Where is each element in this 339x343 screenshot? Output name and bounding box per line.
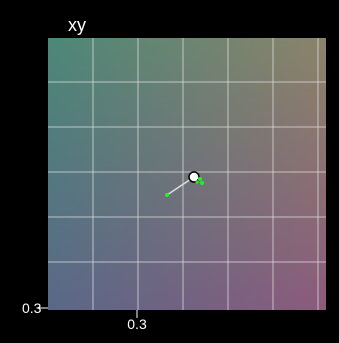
x-axis-label: 0.3 [127, 316, 147, 332]
sample-point [200, 181, 204, 185]
target-point[interactable] [188, 171, 200, 183]
source-point [165, 193, 169, 197]
panel-title: xy [68, 15, 86, 35]
plot-area-shade [48, 38, 326, 310]
sample-point [195, 180, 199, 184]
grid [48, 38, 326, 310]
y-axis-label: 0.3 [22, 300, 42, 316]
sample-point [198, 177, 202, 181]
